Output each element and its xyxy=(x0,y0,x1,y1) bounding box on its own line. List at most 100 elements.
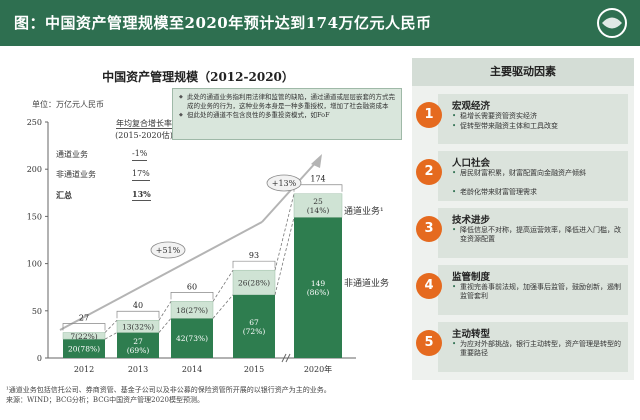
channel-definition-note: 此处的通道业务指利用法律和监管的缺陷，通过通道或层层嵌套的方式完成的业务的行为，… xyxy=(172,88,402,140)
driver-point: 重视完善事前法规，加强事后监管，鼓励创新，遏制监管套利 xyxy=(452,283,624,301)
cagr-row-total: 汇总 13% xyxy=(44,188,194,202)
driver-title: 人口社会 xyxy=(452,158,491,169)
driver-number-badge: 1 xyxy=(416,102,442,128)
bar-non-channel xyxy=(233,294,275,358)
cagr-header-line1: 年均复合增长率 xyxy=(116,119,172,129)
x-tick-label: 2012 xyxy=(74,365,94,374)
y-tick-label: 150 xyxy=(27,212,42,221)
bar-total-bracket xyxy=(170,292,214,300)
bar-total-label: 60 xyxy=(187,282,197,291)
connector-non-channel xyxy=(158,318,172,333)
bar-total-bracket xyxy=(293,184,343,192)
cagr-row-channel: 通道业务 -1% xyxy=(44,148,194,162)
driver-point: 稳增长需要资管资实经济 xyxy=(452,112,624,121)
page-header: 图：中国资产管理规模至2020年预计达到174万亿元人民币 xyxy=(0,0,640,46)
bar-label-non-channel: (72%) xyxy=(243,327,266,336)
legend-channel-label: 通道业务¹ xyxy=(344,205,384,217)
y-tick-label: 0 xyxy=(37,354,42,363)
bar-label-channel: 26(28%) xyxy=(238,278,270,287)
cagr-label: 非通道业务 xyxy=(56,170,96,179)
driver-item-transformation: 5 主动转型 为应对外部挑战，银行主动转型，资产管理是转型的重要路径 xyxy=(416,322,630,372)
x-tick-label: 2015 xyxy=(244,365,264,374)
bar-label-non-channel: 67 xyxy=(249,318,259,327)
bar-channel xyxy=(232,269,276,296)
note-item: 此处的通道业务指利用法律和监管的缺陷，通过通道或层层嵌套的方式完成的业务的行为，… xyxy=(179,93,395,111)
bar-label-channel: 25 xyxy=(313,197,323,206)
bar-total-bracket xyxy=(232,260,276,269)
cagr-header-line2: (2015-2020估) xyxy=(115,131,173,140)
bar-label-channel: 18(27%) xyxy=(176,306,208,315)
legend-non-channel-label: 非通道业务 xyxy=(344,277,389,289)
bar-non-channel xyxy=(294,217,342,358)
bar-channel xyxy=(116,319,160,333)
growth-arrow-head xyxy=(311,154,322,168)
driver-title: 技术进步 xyxy=(452,215,491,226)
bcg-logo-icon xyxy=(597,8,627,38)
growth-label-2012-2015: +51% xyxy=(156,246,181,255)
x-tick-label: 2014 xyxy=(182,365,202,374)
bar-label-non-channel: 20(78%) xyxy=(68,345,100,354)
y-tick-label: 50 xyxy=(32,307,42,316)
bar-total-label: 27 xyxy=(79,314,89,323)
bar-label-channel: 13(32%) xyxy=(122,322,154,331)
chart-unit: 单位：万亿元人民币 xyxy=(32,100,104,109)
bar-channel xyxy=(170,301,214,319)
bar-non-channel xyxy=(117,332,159,358)
growth-arrow-2012-2015 xyxy=(59,221,263,331)
driver-point: 老龄化带来财富管理需求 xyxy=(452,188,624,197)
bar-total-bracket xyxy=(116,310,160,319)
growth-label-2015-2020: +13% xyxy=(272,179,297,188)
bar-label-non-channel: (86%) xyxy=(307,288,330,297)
bar-channel xyxy=(293,193,343,218)
driver-item-regulation: 4 监管制度 重视完善事前法规，加强事后监管，鼓励创新，遏制监管套利 xyxy=(416,265,630,315)
note-item: 但此处的通道不包含良性的多重投资模式，如FoF xyxy=(179,111,395,120)
bar-chart: 05010015020025020(78%)7(22%)27201227(69%… xyxy=(27,118,389,374)
axis-break-mark xyxy=(281,353,287,363)
bar-total-label: 174 xyxy=(310,175,325,184)
connector-non-channel xyxy=(212,294,234,319)
driver-number-badge: 5 xyxy=(416,330,442,356)
cagr-value: 17% xyxy=(132,168,150,181)
growth-arrow-2015-2020 xyxy=(261,159,319,223)
y-tick-label: 100 xyxy=(27,260,42,269)
bar-non-channel xyxy=(171,318,213,358)
driver-number-badge: 3 xyxy=(416,216,442,242)
bar-channel xyxy=(62,332,106,340)
connector-non-channel xyxy=(104,332,118,340)
growth-badge-2012-2015 xyxy=(150,241,186,259)
driver-point: 为应对外部挑战，银行主动转型，资产管理是转型的重要路径 xyxy=(452,340,624,358)
bar-total-label: 93 xyxy=(249,251,259,260)
bar-total-bracket xyxy=(62,323,106,331)
driver-title: 主动转型 xyxy=(452,329,491,340)
source-note: 来源：WIND；BCG分析；BCG中国资产管理2020模型预测。 xyxy=(6,396,204,404)
growth-badge-2015-2020 xyxy=(266,174,302,192)
driver-point: 居民财富积累，财富配置向金融资产倾斜 xyxy=(452,169,624,178)
connector-total xyxy=(104,319,118,333)
footer-notes: ¹通道业务包括信托公司、券商资管、基金子公司以及非公募的保险资管所开展的以银行资… xyxy=(6,385,626,405)
bar-label-non-channel: (69%) xyxy=(127,346,150,355)
bar-label-non-channel: 27 xyxy=(133,337,143,346)
cagr-label: 汇总 xyxy=(56,190,72,200)
cagr-row-non-channel: 非通道业务 17% xyxy=(44,168,194,182)
x-tick-label: 2013 xyxy=(128,365,148,374)
bar-label-non-channel: 42(73%) xyxy=(176,334,208,343)
cagr-label: 通道业务 xyxy=(56,150,88,159)
cagr-value: -1% xyxy=(132,148,148,161)
driver-title: 监管制度 xyxy=(452,272,491,283)
connector-total xyxy=(212,269,234,302)
connector-total xyxy=(158,301,172,321)
driver-point: 降低信息不对称，提高运营效率，降低进入门槛，改变资源配置 xyxy=(452,226,624,244)
drivers-title: 主要驱动因素 xyxy=(412,58,634,86)
driver-item-population: 2 人口社会 居民财富积累，财富配置向金融资产倾斜 老龄化带来财富管理需求 xyxy=(416,151,630,201)
driver-point: 促转型带来融资主体和工具改变 xyxy=(452,122,624,131)
y-tick-label: 200 xyxy=(27,165,42,174)
footnote: ¹通道业务包括信托公司、券商资管、基金子公司以及非公募的保险资管所开展的以银行资… xyxy=(6,386,331,394)
page-title: 图：中国资产管理规模至2020年预计达到174万亿元人民币 xyxy=(14,14,432,32)
cagr-value: 13% xyxy=(132,189,151,201)
driver-number-badge: 2 xyxy=(416,159,442,185)
bar-non-channel xyxy=(63,339,105,358)
connector-non-channel xyxy=(274,217,295,295)
bar-total-label: 40 xyxy=(133,301,143,310)
bar-label-non-channel: 149 xyxy=(311,279,326,288)
y-tick-label: 250 xyxy=(27,118,42,127)
